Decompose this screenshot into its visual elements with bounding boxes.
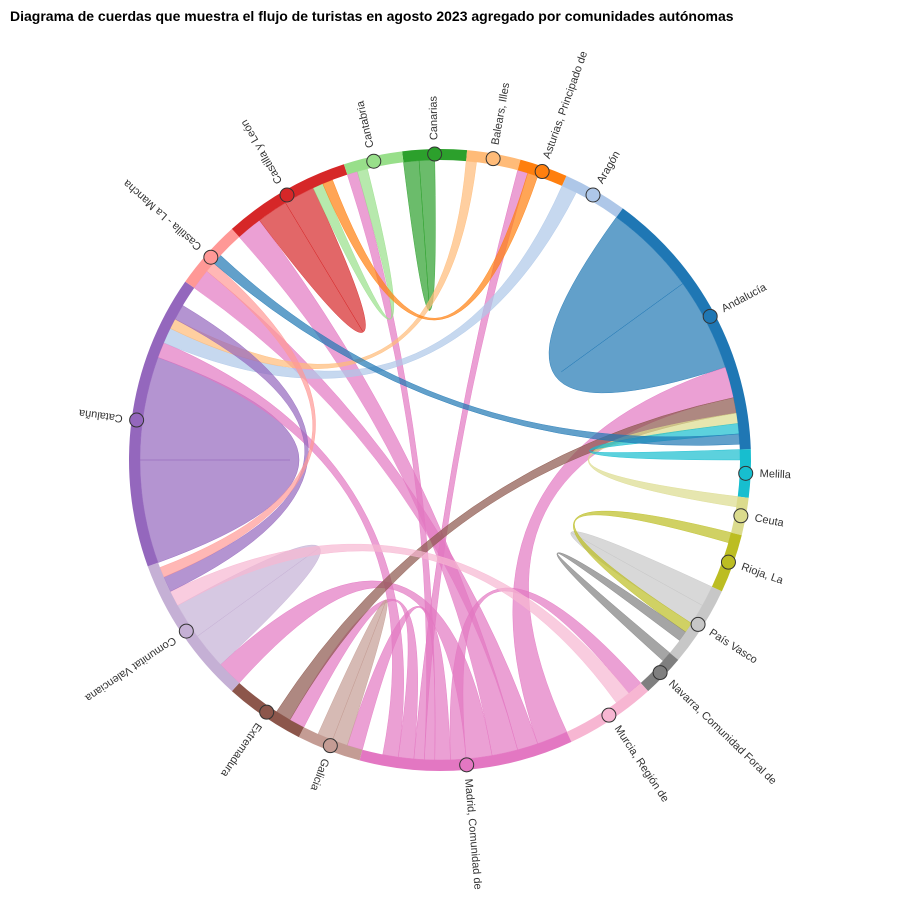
- node-dot: [601, 707, 617, 723]
- node-dot: [534, 164, 550, 180]
- node-dot: [427, 146, 443, 162]
- chart-title: Diagrama de cuerdas que muestra el flujo…: [10, 8, 734, 24]
- chord: [238, 220, 518, 756]
- node-label: Murcia, Región de: [612, 723, 671, 804]
- node-arc: [147, 562, 240, 692]
- chord: [159, 262, 316, 578]
- node-dot: [129, 412, 145, 428]
- node-dot: [203, 249, 219, 265]
- chord: [403, 159, 436, 311]
- node-label: Aragón: [595, 149, 623, 186]
- node-dot: [652, 665, 668, 681]
- node-label: Asturias, Principado de: [541, 50, 590, 161]
- node-dot: [485, 151, 501, 167]
- chord: [170, 160, 477, 370]
- node-dot: [178, 623, 194, 639]
- node-dot: [738, 465, 754, 481]
- chord: [312, 168, 395, 320]
- node-label: País Vasco: [707, 627, 760, 667]
- chord: [259, 187, 366, 333]
- node-dot: [702, 308, 718, 324]
- node-label: Castilla y León: [239, 117, 285, 185]
- node-dot: [690, 616, 706, 632]
- node-label: Comunitat Valenciana: [82, 634, 178, 704]
- node-label: Cataluña: [77, 407, 123, 425]
- node-label: Castilla - La Mancha: [121, 177, 205, 253]
- node-label: Extremadura: [218, 720, 264, 779]
- node-dot: [259, 704, 275, 720]
- node-dot: [585, 187, 601, 203]
- node-dot: [322, 738, 338, 754]
- node-arc: [231, 164, 348, 238]
- chord: [322, 172, 538, 321]
- chord: [163, 305, 309, 592]
- node-dot: [366, 153, 382, 169]
- chord: [449, 587, 642, 761]
- node-label: Melilla: [759, 468, 792, 481]
- node-label: Galicia: [307, 757, 331, 794]
- node-label: Rioja, La: [740, 561, 786, 587]
- chord: [163, 185, 577, 379]
- node-label: Ceuta: [754, 512, 786, 529]
- chords: [139, 159, 741, 761]
- node-dot: [459, 757, 475, 773]
- node-label: Balears, Illes: [490, 81, 513, 146]
- node-dot: [720, 554, 736, 570]
- node-label: Madrid, Comunidad de: [462, 778, 484, 890]
- node-dot: [279, 187, 295, 203]
- node-label: Cantabria: [354, 99, 376, 149]
- node-arc: [359, 731, 572, 771]
- node-label: Canarias: [428, 95, 441, 140]
- node-label: Andalucía: [720, 281, 770, 315]
- node-label: Navarra, Comunidad Foral de: [666, 678, 779, 787]
- node-dot: [733, 508, 749, 524]
